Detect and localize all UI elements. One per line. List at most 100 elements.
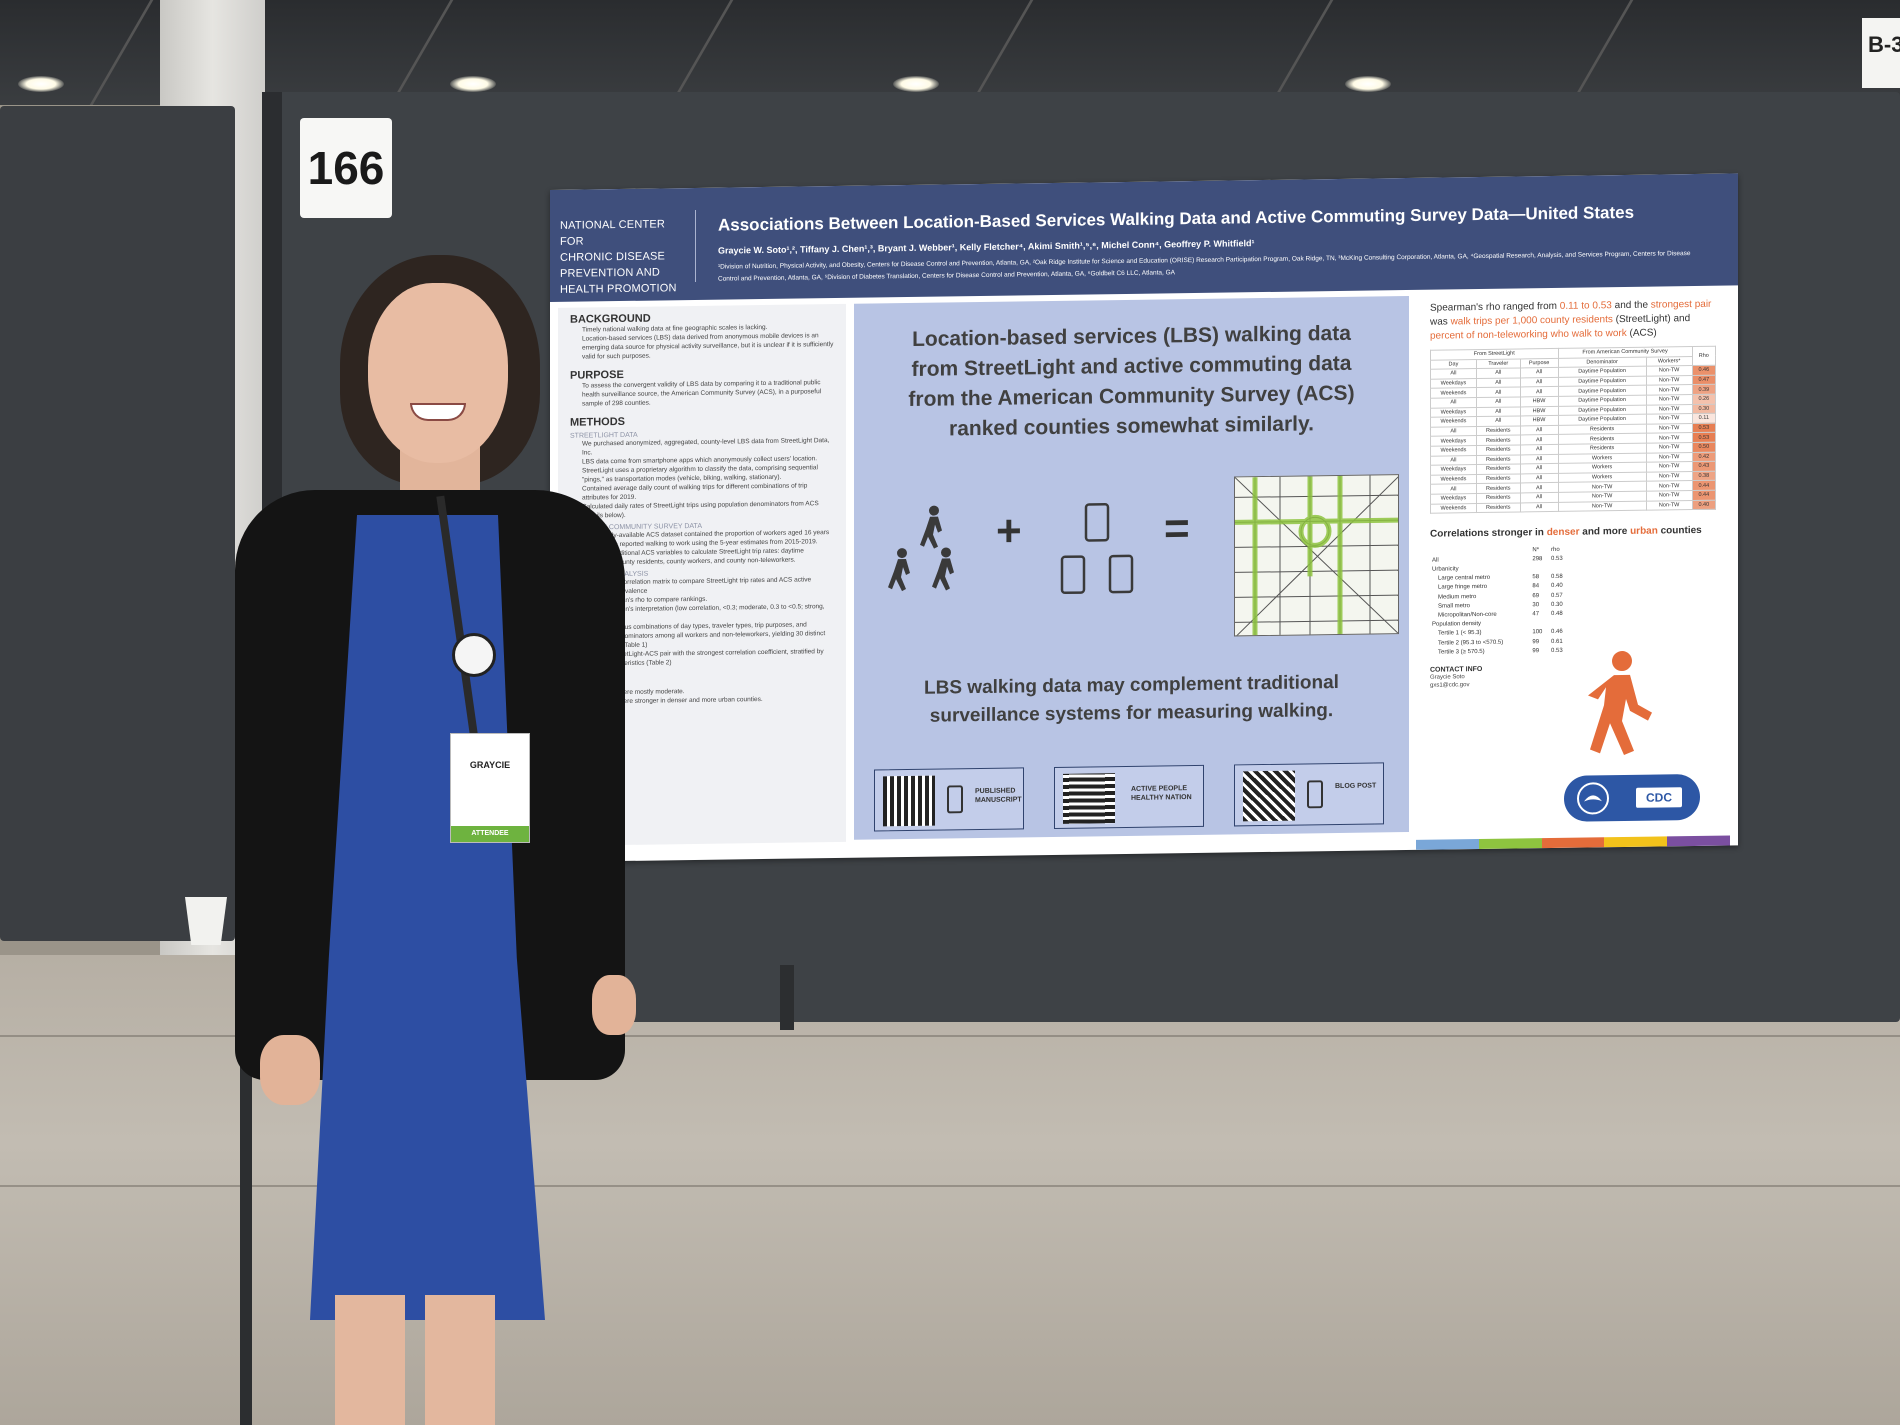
table-cell: Residents: [1476, 444, 1521, 456]
qr-card-manuscript[interactable]: PUBLISHED MANUSCRIPT: [874, 767, 1024, 832]
table-cell: 84: [1532, 583, 1540, 590]
column-header: N*: [1532, 546, 1540, 553]
presenter: GRAYCIE ATTENDEE: [220, 255, 640, 1425]
group-header: Rho: [1692, 346, 1716, 366]
table-cell: Residents: [1476, 425, 1521, 436]
neighbor-booth-sign: B-3: [1862, 18, 1900, 88]
poster-middle-column: Location-based services (LBS) walking da…: [854, 296, 1409, 840]
rho-cell: 0.30: [1692, 403, 1716, 414]
stand-leg: [240, 980, 252, 1425]
face: [368, 283, 508, 463]
ceiling-light: [18, 76, 64, 92]
table-cell: [1530, 564, 1549, 573]
rho-cell: 0.47: [1692, 375, 1716, 385]
table-cell: 0.46: [1551, 629, 1563, 636]
table-cell: 47: [1532, 611, 1540, 618]
qr-card-active-people[interactable]: ACTIVE PEOPLE HEALTHY NATION: [1054, 764, 1204, 829]
ceiling-light: [893, 76, 939, 92]
table-cell: All: [1520, 434, 1559, 445]
table-cell: 0.40: [1551, 583, 1563, 590]
table-cell: Residents: [1476, 473, 1521, 484]
qr-label: PUBLISHED MANUSCRIPT: [975, 787, 1022, 805]
ceiling: [0, 0, 1900, 105]
table-cell: All: [1520, 367, 1559, 378]
name-badge: GRAYCIE ATTENDEE: [450, 733, 530, 843]
stratified-table: N* rho All 298 0.53 Urbanicity Large central…: [1430, 545, 1570, 657]
rho-cell: 0.40: [1692, 499, 1716, 510]
badge-name: GRAYCIE: [469, 760, 511, 770]
table-cell: All: [1520, 425, 1559, 436]
table-cell: All: [1520, 501, 1559, 513]
qr-code: [1243, 770, 1295, 822]
stand-leg: [780, 965, 794, 1030]
cdc-logo: CDC: [1564, 773, 1700, 822]
table-cell: 69: [1532, 592, 1540, 599]
table-cell: HBW: [1520, 396, 1559, 407]
ceiling-light: [450, 76, 496, 92]
rho-cell: 0.42: [1692, 451, 1716, 462]
table-cell: All: [1520, 482, 1559, 493]
table-cell: All: [1476, 387, 1521, 398]
table-cell: 298: [1532, 556, 1543, 563]
ceiling-truss: [969, 0, 1034, 105]
rho-cell: 0.53: [1692, 422, 1716, 433]
poster-authors: Graycie W. Soto¹,², Tiffany J. Chen¹,³, …: [718, 238, 1255, 256]
research-poster: NATIONAL CENTER FOR CHRONIC DISEASE PREV…: [550, 173, 1738, 862]
table-cell: Residents: [1476, 435, 1521, 446]
qr-code-row: PUBLISHED MANUSCRIPT ACTIVE PEOPLE HEALT…: [874, 762, 1394, 832]
cdc-logo-text: CDC: [1636, 787, 1682, 808]
table-cell: 58: [1532, 574, 1540, 581]
table-cell: Tertile 3 (≥ 570.5): [1438, 648, 1485, 656]
table-cell: All: [1476, 416, 1521, 427]
results-subhead: Correlations stronger in denser and more…: [1430, 525, 1702, 540]
smartphones-icon: [1060, 502, 1134, 595]
table-cell: All: [1520, 444, 1559, 455]
rho-cell: 0.44: [1692, 480, 1716, 491]
table-cell: All: [1520, 473, 1559, 484]
rho-cell: 0.50: [1692, 442, 1716, 453]
ceiling-light: [1345, 76, 1391, 92]
table-cell: All: [1520, 453, 1559, 465]
poster-right-column: Spearman's rho ranged from 0.11 to 0.53 …: [1416, 291, 1730, 834]
ceiling-truss: [669, 0, 734, 105]
table-cell: All: [1520, 386, 1559, 397]
active-people-logo-text: ACTIVE PEOPLE HEALTHY NATION: [1131, 785, 1192, 802]
plus-sign: +: [996, 506, 1022, 556]
button-pin: [452, 633, 496, 677]
qr-code: [883, 775, 935, 827]
table-cell: [1530, 619, 1549, 628]
table-cell: All: [1476, 406, 1521, 417]
ceiling-truss: [1269, 0, 1334, 105]
table-cell: 0.30: [1551, 601, 1563, 608]
qr-card-blog[interactable]: BLOG POST: [1234, 762, 1384, 827]
table-cell: 99: [1532, 638, 1540, 645]
rho-cell: 0.44: [1692, 490, 1716, 501]
column-header: rho: [1551, 546, 1560, 553]
table-cell: 0.58: [1551, 574, 1563, 581]
table-cell: All: [1520, 492, 1559, 503]
ceiling-truss: [1569, 0, 1634, 105]
rho-cell: 0.26: [1692, 394, 1716, 405]
table-row: Tertile 3 (≥ 570.5) 99 0.53: [1430, 646, 1570, 657]
rho-cell: 0.46: [1692, 365, 1716, 376]
table-cell: All: [1476, 377, 1521, 388]
display-panel-left: [0, 106, 235, 941]
right-leg: [425, 1295, 495, 1425]
poster-title: Associations Between Location-Based Serv…: [718, 202, 1635, 235]
main-finding-headline: Location-based services (LBS) walking da…: [908, 321, 1355, 441]
table-cell: HBW: [1520, 415, 1559, 426]
table-cell: All: [1520, 463, 1559, 474]
rho-cell: 0.11: [1692, 413, 1716, 424]
header-divider: [695, 209, 696, 282]
qr-label: BLOG POST: [1335, 782, 1377, 791]
rho-cell: 0.43: [1692, 461, 1716, 472]
column-header: Purpose: [1520, 358, 1559, 369]
poster-header: NATIONAL CENTER FOR CHRONIC DISEASE PREV…: [550, 173, 1738, 302]
table-cell: Residents: [1476, 483, 1521, 494]
paper-cup: [185, 897, 227, 945]
column-header: Traveler: [1476, 358, 1521, 369]
rho-cell: 0.38: [1692, 470, 1716, 481]
walking-map: [1234, 474, 1399, 637]
table-cell: All: [1476, 368, 1521, 379]
table-cell: Weekends: [1430, 503, 1477, 514]
